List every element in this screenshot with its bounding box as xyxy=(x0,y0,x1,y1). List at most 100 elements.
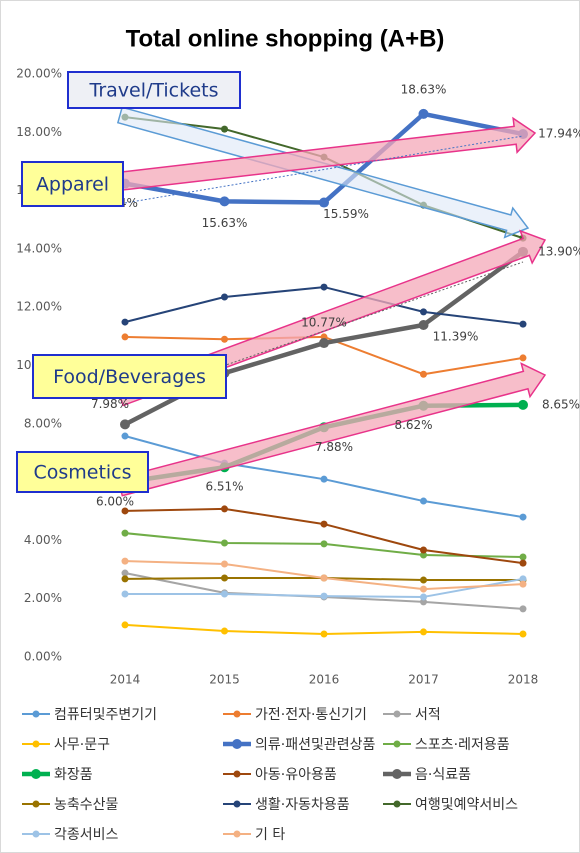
legend-swatch xyxy=(233,710,241,718)
x-tick-label: 2017 xyxy=(408,673,439,687)
point xyxy=(221,125,228,133)
data-label: 10.77% xyxy=(301,316,347,330)
legend-label: 서적 xyxy=(415,707,441,723)
x-tick-label: 2014 xyxy=(110,673,141,687)
point xyxy=(221,560,228,568)
point xyxy=(121,507,129,515)
legend-swatch xyxy=(32,830,40,838)
x-tick-label: 2016 xyxy=(309,673,340,687)
data-label: 7.98% xyxy=(91,397,129,411)
point xyxy=(221,590,228,598)
x-tick-label: 2018 xyxy=(508,673,539,687)
data-label: 15.59% xyxy=(323,207,369,221)
point xyxy=(420,551,427,559)
legend-swatch xyxy=(32,710,40,718)
legend-label: 기 타 xyxy=(255,827,285,843)
trend-line xyxy=(124,135,524,204)
data-label: 8.62% xyxy=(394,418,432,432)
point xyxy=(519,580,527,588)
y-tick-label: 18.00% xyxy=(16,125,62,139)
point xyxy=(121,333,129,341)
point xyxy=(121,557,129,565)
point xyxy=(320,592,328,600)
legend-label: 가전·전자·통신기기 xyxy=(255,707,367,723)
point xyxy=(519,354,527,362)
legend-label: 의류·패션및관련상품 xyxy=(255,737,375,753)
x-tick-label: 2015 xyxy=(209,673,240,687)
legend-label: 여행및예약서비스 xyxy=(415,797,518,813)
point xyxy=(319,197,329,208)
annotation: Cosmetics xyxy=(33,462,131,484)
data-label: 8.65% xyxy=(542,397,580,411)
legend-swatch xyxy=(393,800,401,808)
point xyxy=(320,520,328,528)
point xyxy=(320,574,328,582)
point xyxy=(221,574,228,582)
point xyxy=(221,539,228,547)
y-tick-label: 8.00% xyxy=(24,416,62,430)
point xyxy=(420,497,427,505)
overlay: 16.24%15.63%15.59%18.63%17.94%6.00%6.51%… xyxy=(16,71,580,509)
point xyxy=(320,540,328,548)
point xyxy=(320,475,328,483)
legend-swatch xyxy=(32,740,40,748)
annotation-box xyxy=(16,451,149,493)
arrow xyxy=(116,362,547,497)
legend-swatch xyxy=(392,769,402,779)
legend-swatch xyxy=(233,770,241,778)
annotation-box xyxy=(21,161,124,207)
legend-swatch xyxy=(233,830,241,838)
legend-swatch xyxy=(32,800,40,808)
point xyxy=(420,585,427,593)
y-tick-label: 14.00% xyxy=(16,241,62,255)
point xyxy=(518,399,528,410)
y-tick-label: 0.00% xyxy=(24,650,62,664)
point xyxy=(121,432,129,440)
data-label: 13.90% xyxy=(538,244,580,258)
annotation: Food/Beverages xyxy=(53,366,206,388)
data-label: 18.63% xyxy=(401,82,447,96)
point xyxy=(320,283,328,291)
legend-label: 음·식료품 xyxy=(415,767,471,783)
point xyxy=(121,621,129,629)
legend-label: 농축수산물 xyxy=(54,797,119,813)
y-tick-label: 20.00% xyxy=(16,67,62,81)
data-label: 6.00% xyxy=(96,495,134,509)
point xyxy=(221,335,228,343)
point xyxy=(519,320,527,328)
point xyxy=(420,628,427,636)
legend-swatch xyxy=(232,739,242,749)
data-label: 6.51% xyxy=(205,480,243,494)
point xyxy=(221,627,228,635)
annotation-box xyxy=(32,354,227,399)
legend-label: 사무·문구 xyxy=(54,737,110,753)
point xyxy=(519,630,527,638)
annotation-box xyxy=(67,71,241,109)
point xyxy=(420,546,427,554)
arrow xyxy=(116,106,530,239)
point xyxy=(320,630,328,638)
point xyxy=(120,419,130,430)
point xyxy=(219,196,230,207)
point xyxy=(418,319,429,330)
data-label: 17.94% xyxy=(538,127,580,141)
point xyxy=(519,605,527,613)
point xyxy=(420,576,427,584)
annotation: Apparel xyxy=(36,174,109,196)
legend-swatch xyxy=(233,800,241,808)
point xyxy=(221,505,228,513)
legend-swatch xyxy=(393,740,401,748)
point xyxy=(519,559,527,567)
chart-title: Total online shopping (A+B) xyxy=(126,25,445,52)
point xyxy=(420,308,427,316)
point xyxy=(420,598,427,606)
point xyxy=(221,293,228,301)
point xyxy=(319,338,329,349)
legend-label: 스포츠·레저용품 xyxy=(415,737,510,753)
y-tick-label: 2.00% xyxy=(24,591,62,605)
data-label: 11.39% xyxy=(433,329,479,343)
data-label: 15.63% xyxy=(202,216,248,230)
point xyxy=(519,513,527,521)
legend-label: 화장품 xyxy=(54,767,93,783)
